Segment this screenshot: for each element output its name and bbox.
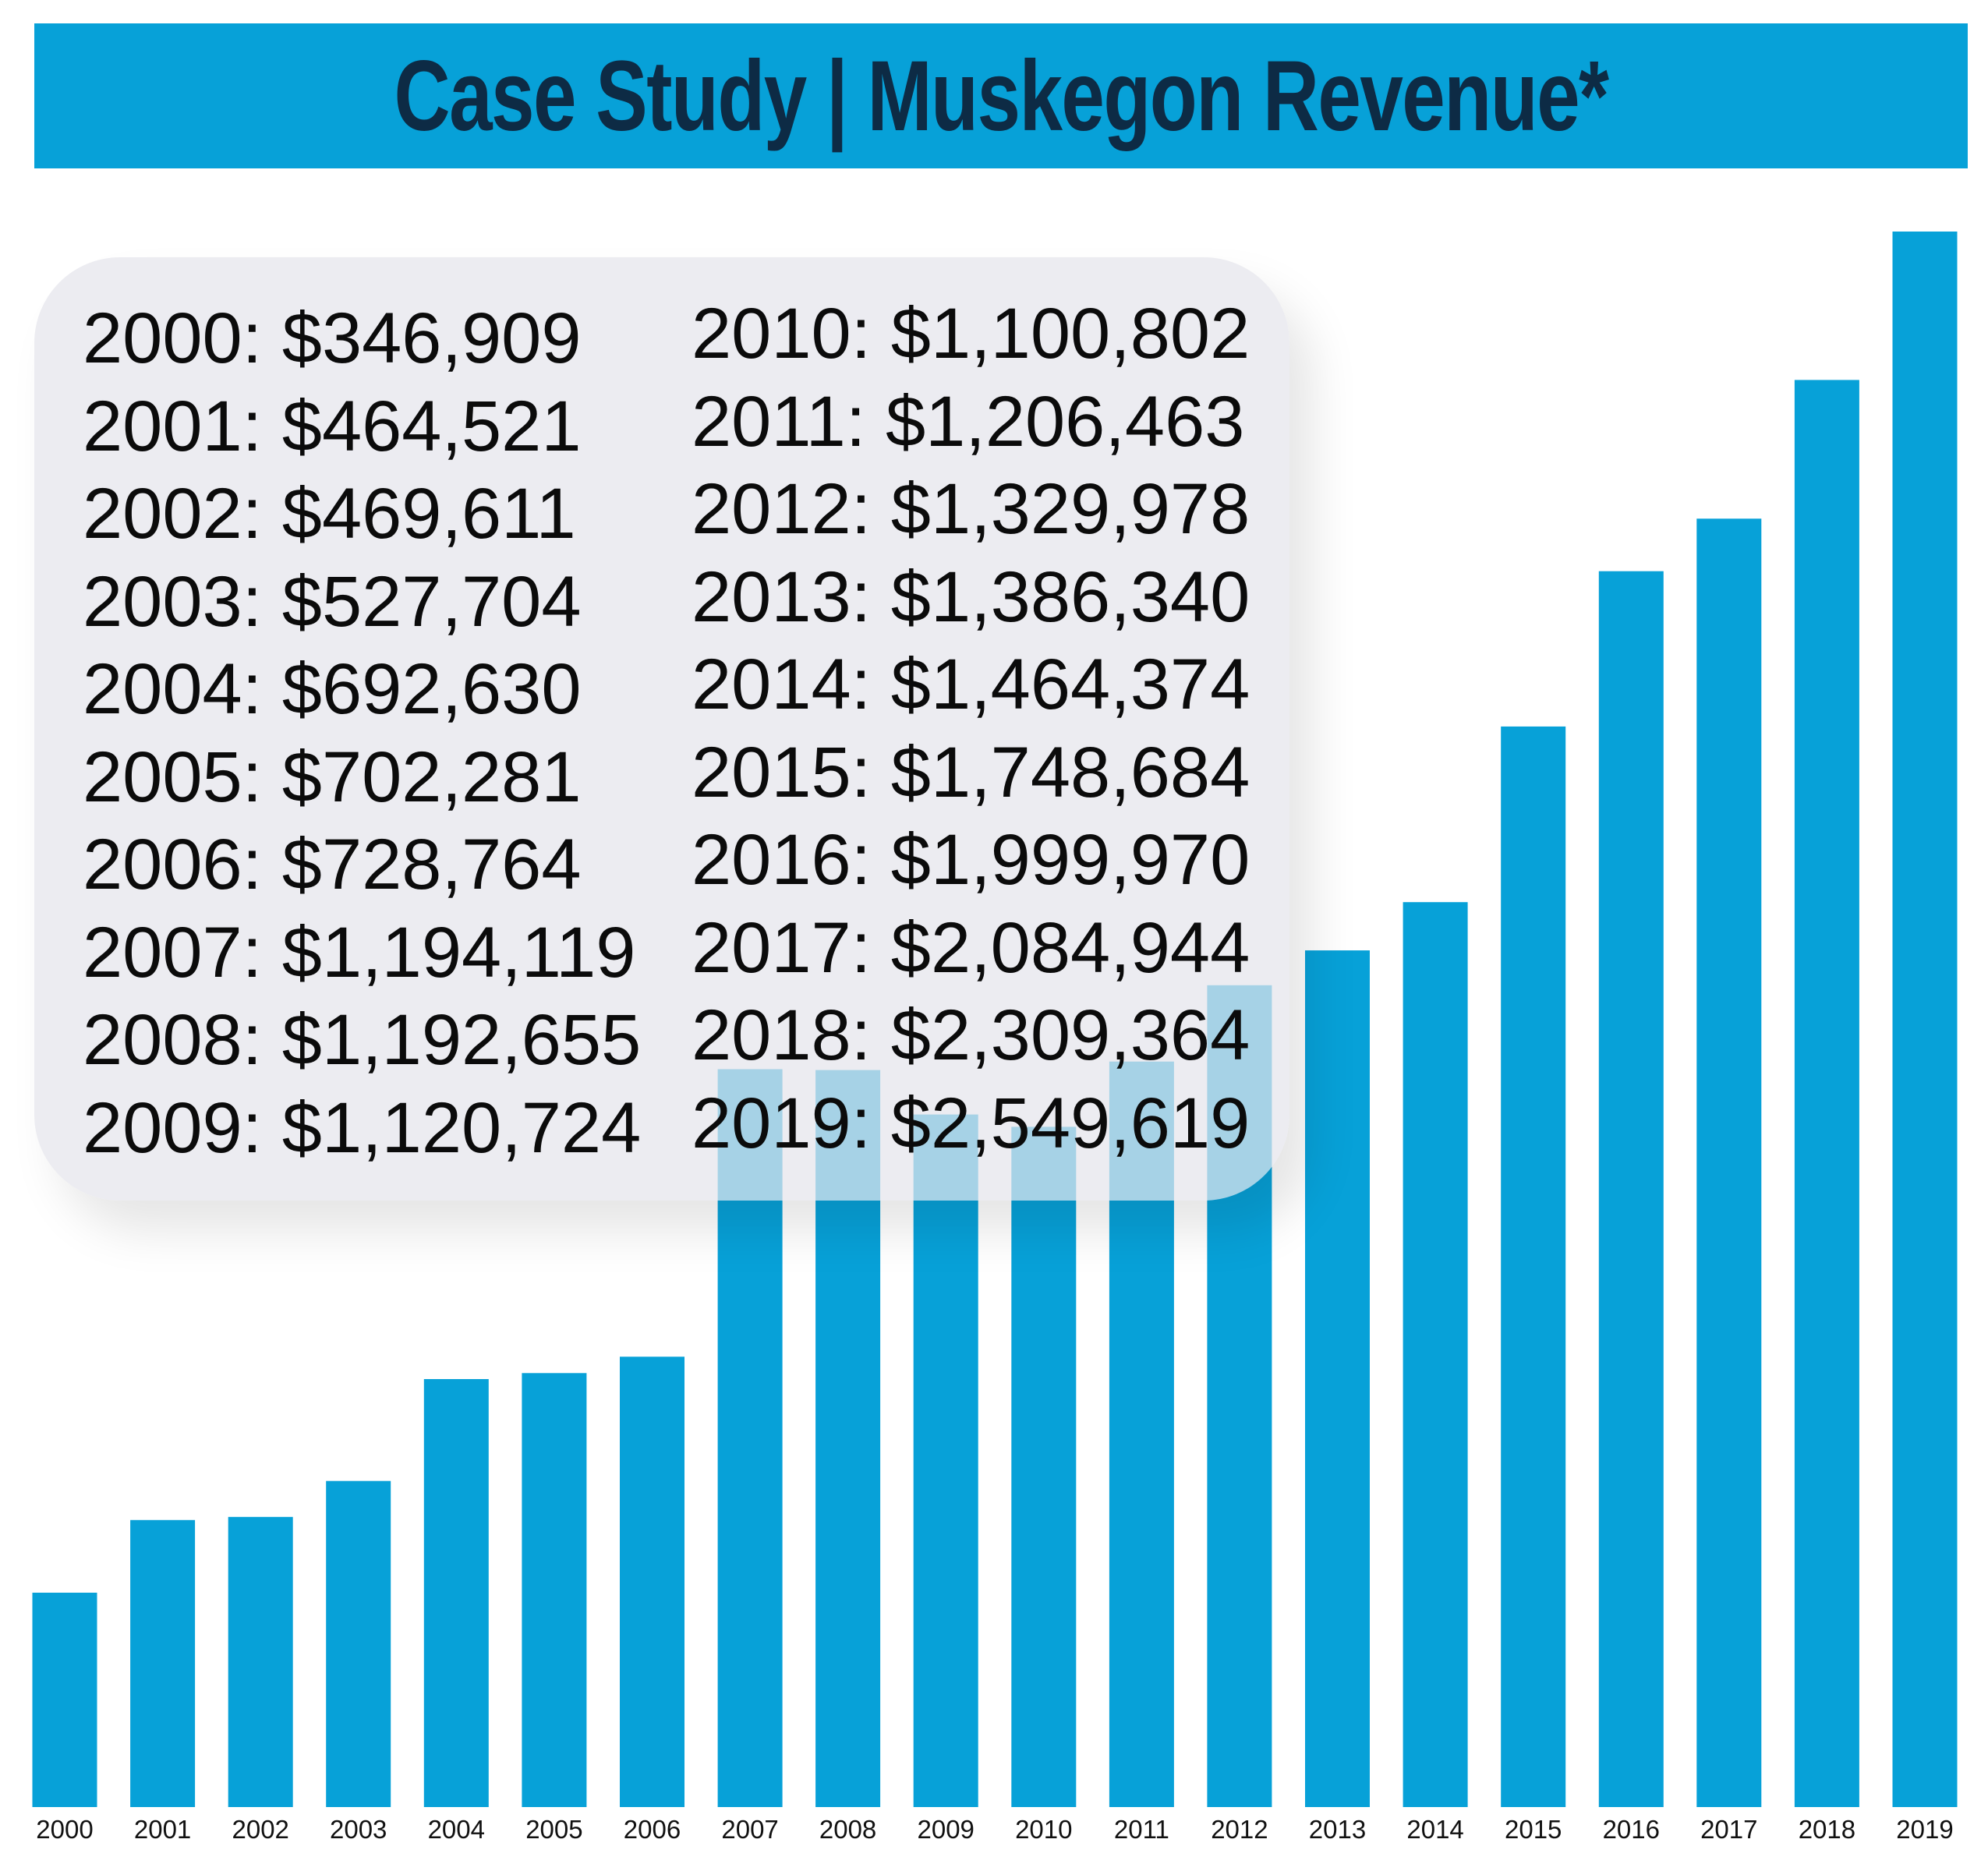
x-tick-label: 2003 [330,1815,387,1844]
x-tick-label: 2002 [232,1815,288,1844]
x-tick-label: 2014 [1406,1815,1463,1844]
x-tick-label: 2019 [1896,1815,1953,1844]
revenue-entry: 2019: $2,549,619 [692,1083,1250,1163]
x-tick-label: 2011 [1114,1815,1169,1844]
revenue-values-panel: 2000: $346,909 2001: $464,521 2002: $469,6… [34,257,1289,1201]
x-tick-label: 2004 [428,1815,485,1844]
revenue-entry: 2006: $728,764 [83,825,582,904]
x-axis-labels: 2000 2001 2002 2003 2004 2005 2006 2007 2008 2009… [36,1815,1953,1844]
bar-2001 [130,1519,196,1807]
x-tick-label: 2013 [1309,1815,1366,1844]
x-tick-label: 2017 [1700,1815,1757,1844]
x-tick-label: 2015 [1505,1815,1562,1844]
revenue-entry: 2000: $346,909 [83,299,582,378]
x-tick-label: 2010 [1015,1815,1072,1844]
x-tick-label: 2000 [36,1815,93,1844]
x-tick-label: 2016 [1603,1815,1660,1844]
revenue-entry: 2001: $464,521 [83,386,582,466]
revenue-entry: 2002: $469,611 [83,474,576,554]
values-column-left: 2000: $346,909 2001: $464,521 2002: $469,6… [83,295,641,1172]
x-tick-label: 2008 [819,1815,876,1844]
revenue-entry: 2007: $1,194,119 [83,912,636,992]
x-tick-label: 2006 [624,1815,681,1844]
revenue-entry: 2009: $1,120,724 [83,1088,642,1168]
bar-2004 [423,1379,489,1807]
revenue-entry: 2016: $1,999,970 [692,820,1250,900]
revenue-entry: 2012: $1,329,978 [692,469,1250,549]
bar-2015 [1501,726,1566,1807]
bar-2000 [32,1593,97,1807]
x-tick-label: 2012 [1211,1815,1268,1844]
x-tick-label: 2018 [1799,1815,1855,1844]
bar-2003 [326,1480,391,1807]
x-tick-label: 2005 [525,1815,582,1844]
revenue-entry: 2003: $527,704 [83,561,582,642]
values-column-right: 2010: $1,100,802 2011: $1,206,463 2012: $1… [692,290,1250,1167]
bar-2016 [1598,571,1664,1808]
revenue-entry: 2017: $2,084,944 [692,907,1250,988]
title-banner: Case Study | Muskegon Revenue* [34,23,1968,168]
bar-2005 [522,1373,587,1807]
revenue-entry: 2014: $1,464,374 [692,645,1250,724]
x-tick-label: 2009 [917,1815,974,1844]
revenue-entry: 2005: $702,281 [83,737,582,817]
bar-2002 [228,1516,293,1807]
revenue-entry: 2004: $692,630 [83,649,582,729]
x-tick-label: 2007 [721,1815,778,1844]
revenue-entry: 2013: $1,386,340 [692,557,1250,637]
bar-2009 [913,1114,978,1807]
revenue-entry: 2015: $1,748,684 [692,732,1250,812]
bar-2010 [1011,1126,1077,1807]
chart-title: Case Study | Muskegon Revenue* [394,40,1609,152]
bar-2017 [1696,518,1762,1807]
revenue-entry: 2010: $1,100,802 [692,294,1250,373]
revenue-entry: 2018: $2,309,364 [692,996,1250,1075]
bar-2006 [620,1356,684,1807]
bars-group [32,232,1958,1808]
x-tick-label: 2001 [134,1815,191,1844]
bar-2018 [1794,380,1859,1807]
revenue-entry: 2011: $1,206,463 [692,381,1245,462]
revenue-entry: 2008: $1,192,655 [83,1000,642,1080]
bar-2019 [1892,232,1958,1807]
bar-2013 [1305,950,1370,1807]
bar-2014 [1403,902,1468,1807]
